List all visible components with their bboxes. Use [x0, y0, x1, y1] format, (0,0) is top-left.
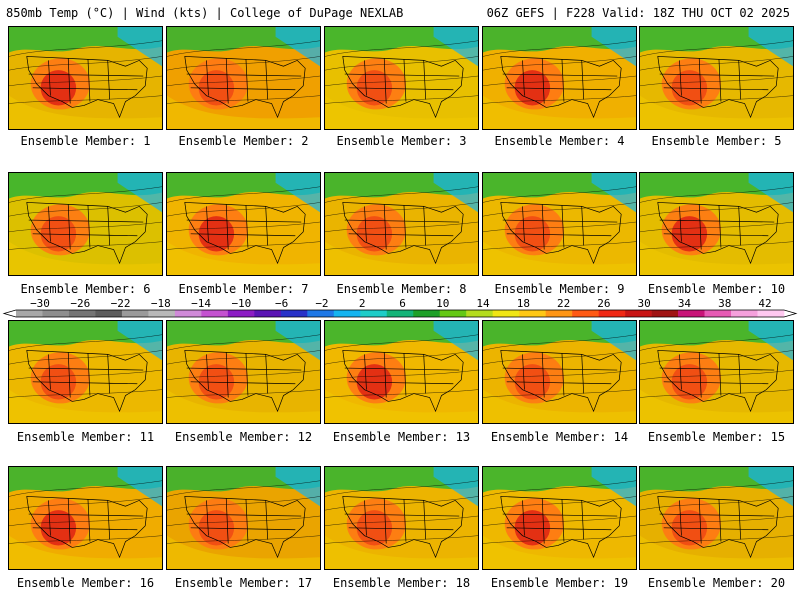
- colorbar-outline: [2, 309, 798, 318]
- colorbar-segment: [280, 310, 308, 317]
- colorbar-segment: [42, 310, 70, 317]
- ensemble-member-label: Ensemble Member: 11: [16, 430, 155, 444]
- colorbar-tick-label: −10: [231, 297, 251, 310]
- colorbar-segment: [598, 310, 626, 317]
- colorbar-segment: [174, 310, 202, 317]
- colorbar-segment: [68, 310, 96, 317]
- colorbar-segment: [254, 310, 282, 317]
- ensemble-member-label: Ensemble Member: 2: [178, 134, 309, 148]
- colorbar-segment: [757, 310, 785, 317]
- colorbar-segment: [121, 310, 149, 317]
- colorbar-segment: [333, 310, 361, 317]
- colorbar-segment: [386, 310, 414, 317]
- colorbar-segment: [227, 310, 255, 317]
- colorbar-tick-label: 2: [359, 297, 366, 310]
- colorbar-segment: [731, 310, 758, 317]
- colorbar-segment: [413, 310, 441, 317]
- colorbar-segment: [492, 310, 520, 317]
- ensemble-map-panel: [166, 466, 321, 570]
- colorbar-tick-label: 34: [678, 297, 692, 310]
- ensemble-member-label: Ensemble Member: 12: [174, 430, 313, 444]
- colorbar-segment: [201, 310, 229, 317]
- ensemble-member-label: Ensemble Member: 14: [490, 430, 629, 444]
- colorbar-segment: [148, 310, 176, 317]
- ensemble-map-panel: [639, 466, 794, 570]
- colorbar-tick-label: 22: [557, 297, 570, 310]
- colorbar-tick-label: 26: [597, 297, 610, 310]
- ensemble-map-panel: [166, 172, 321, 276]
- ensemble-member-label: Ensemble Member: 15: [647, 430, 786, 444]
- ensemble-member-label: Ensemble Member: 3: [336, 134, 467, 148]
- colorbar-segment: [545, 310, 573, 317]
- ensemble-map-panel: [324, 466, 479, 570]
- ensemble-map-panel: [8, 320, 163, 424]
- ensemble-member-label: Ensemble Member: 20: [647, 576, 786, 590]
- colorbar-segment: [16, 310, 43, 317]
- ensemble-member-label: Ensemble Member: 4: [494, 134, 625, 148]
- colorbar-segment: [439, 310, 467, 317]
- ensemble-member-label: Ensemble Member: 8: [336, 282, 467, 296]
- ensemble-member-label: Ensemble Member: 5: [651, 134, 782, 148]
- ensemble-member-label: Ensemble Member: 16: [16, 576, 155, 590]
- ensemble-map-panel: [324, 172, 479, 276]
- colorbar-tick-label: 10: [436, 297, 449, 310]
- ensemble-member-label: Ensemble Member: 1: [20, 134, 151, 148]
- colorbar-tick-label: 18: [517, 297, 530, 310]
- colorbar-tick-label: 38: [718, 297, 731, 310]
- colorbar-tick-label: −6: [275, 297, 288, 310]
- colorbar-tick-label: −30: [30, 297, 50, 310]
- colorbar-tick-label: −22: [111, 297, 131, 310]
- ensemble-member-label: Ensemble Member: 6: [20, 282, 151, 296]
- ensemble-map-panel: [324, 320, 479, 424]
- ensemble-member-label: Ensemble Member: 9: [494, 282, 625, 296]
- colorbar-segment: [519, 310, 546, 317]
- ensemble-map-panel: [482, 466, 637, 570]
- colorbar-tick-label: 14: [476, 297, 490, 310]
- ensemble-member-label: Ensemble Member: 13: [332, 430, 471, 444]
- ensemble-member-label: Ensemble Member: 7: [178, 282, 309, 296]
- ensemble-map-panel: [8, 466, 163, 570]
- ensemble-map-panel: [8, 26, 163, 130]
- ensemble-map-panel: [482, 172, 637, 276]
- ensemble-map-panel: [639, 172, 794, 276]
- ensemble-member-label: Ensemble Member: 19: [490, 576, 629, 590]
- ensemble-map-panel: [482, 320, 637, 424]
- colorbar-segment: [704, 310, 732, 317]
- model-run-info: 06Z GEFS | F228 Valid: 18Z THU OCT 02 20…: [486, 6, 790, 20]
- colorbar-tick-label: 30: [638, 297, 651, 310]
- colorbar-tick-label: 42: [758, 297, 771, 310]
- colorbar-tick-label: −18: [151, 297, 171, 310]
- colorbar-segment: [651, 310, 679, 317]
- ensemble-member-label: Ensemble Member: 18: [332, 576, 471, 590]
- colorbar-tick-label: −2: [315, 297, 328, 310]
- ensemble-member-label: Ensemble Member: 10: [647, 282, 786, 296]
- colorbar-tick-label: 6: [399, 297, 406, 310]
- ensemble-map-panel: [324, 26, 479, 130]
- ensemble-member-label: Ensemble Member: 17: [174, 576, 313, 590]
- colorbar-segment: [466, 310, 493, 317]
- colorbar-tick-label: −26: [70, 297, 90, 310]
- colorbar-segment: [625, 310, 652, 317]
- colorbar-segment: [678, 310, 705, 317]
- temperature-colorbar: −30 −26 −22 −18 −14 −10 −6 −2 2 6 10 14 18 22 26 30 34 38…: [2, 297, 798, 318]
- ensemble-map-panel: [482, 26, 637, 130]
- ensemble-map-panel: [8, 172, 163, 276]
- colorbar-tick-label: −14: [191, 297, 211, 310]
- colorbar-segment: [95, 310, 123, 317]
- colorbar-segment: [572, 310, 599, 317]
- map-title: 850mb Temp (°C) | Wind (kts) | College o…: [6, 6, 404, 20]
- ensemble-map-panel: [639, 320, 794, 424]
- colorbar-segment: [307, 310, 335, 317]
- ensemble-map-panel: [166, 320, 321, 424]
- ensemble-map-panel: [639, 26, 794, 130]
- colorbar-segment: [360, 310, 388, 317]
- ensemble-map-panel: [166, 26, 321, 130]
